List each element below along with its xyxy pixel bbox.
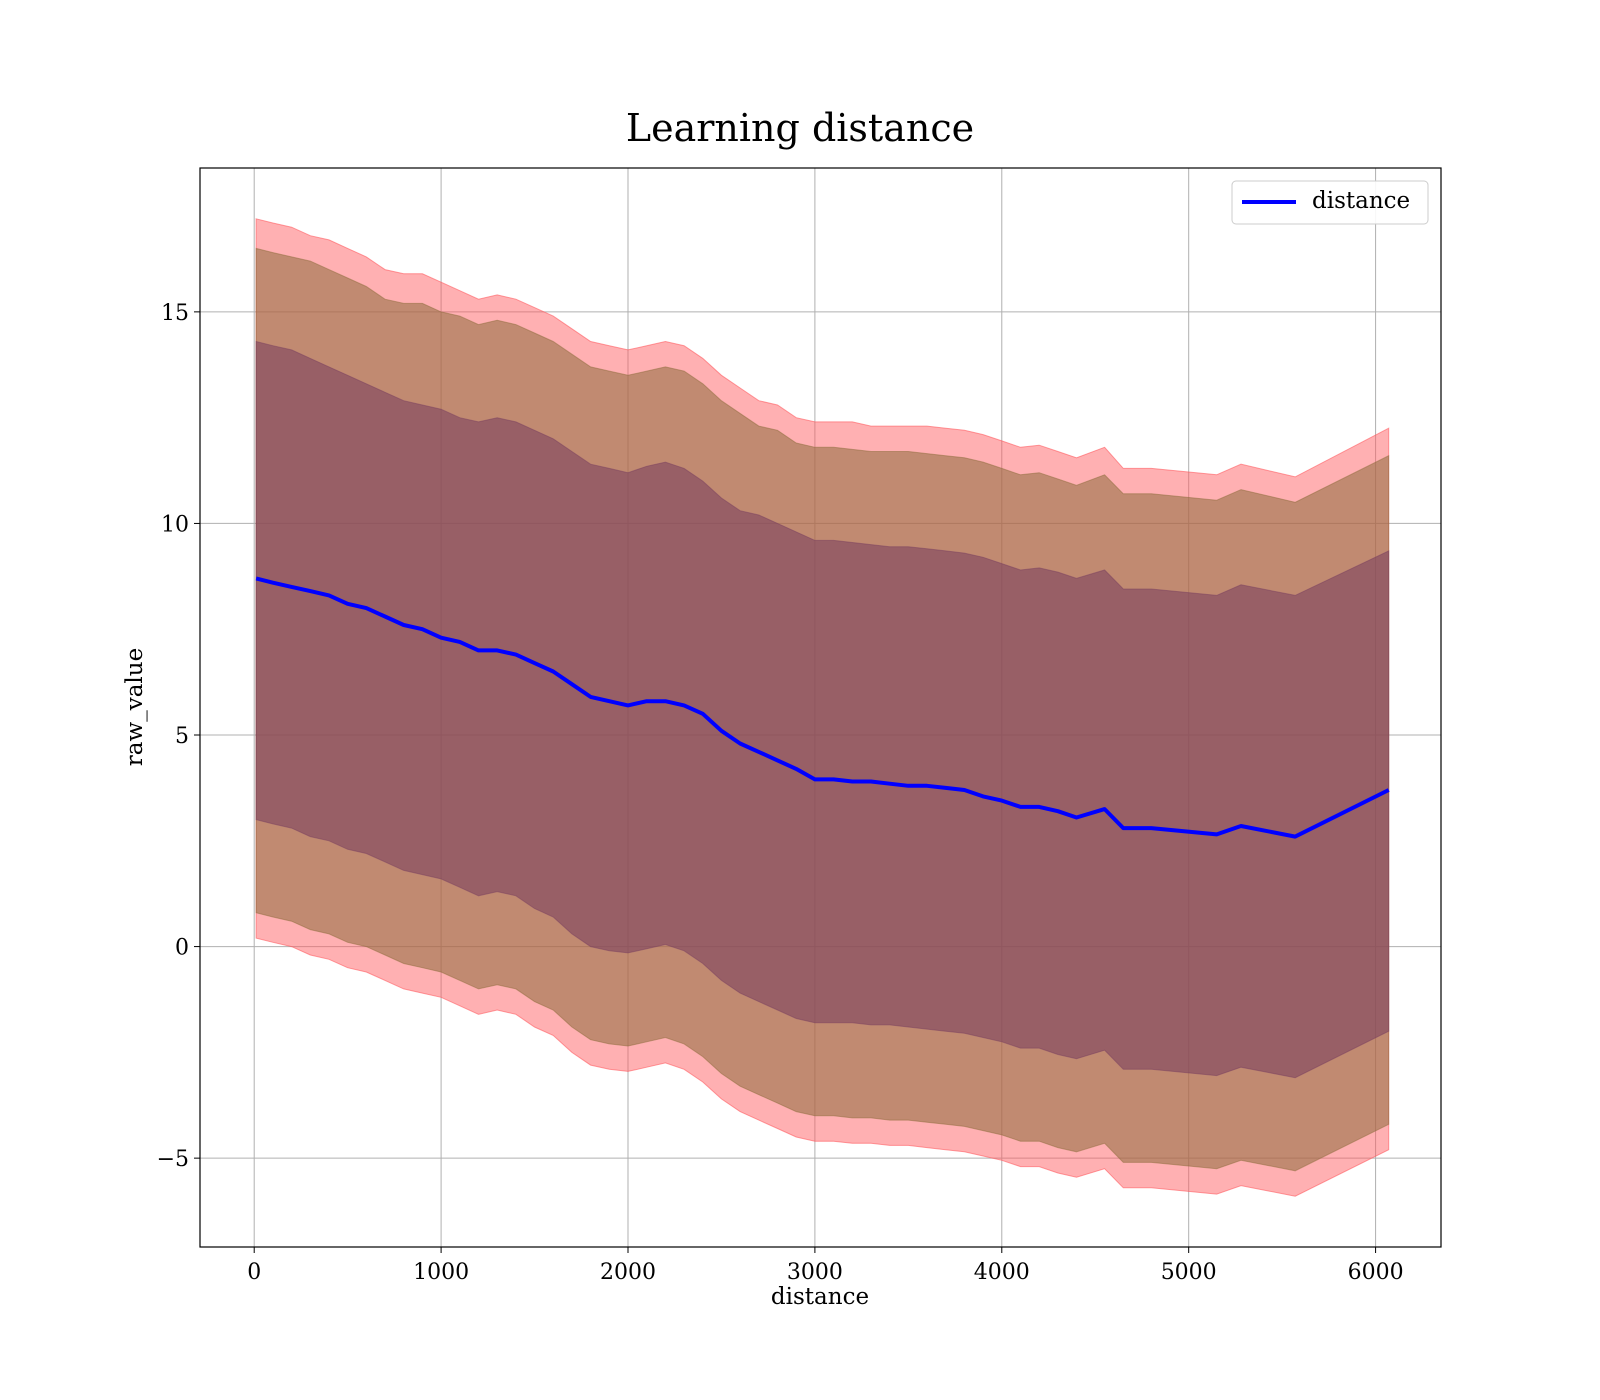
x-tick-label: 4000 [974, 1260, 1030, 1285]
line-series [255, 576, 1390, 839]
x-tick-label: 0 [247, 1260, 261, 1285]
band-inner [255, 340, 1390, 1079]
confidence-bands [255, 218, 1390, 1197]
y-tick-label: 0 [175, 936, 189, 961]
y-tick-label: 5 [175, 724, 189, 749]
x-axis: 0 1000 2000 3000 4000 5000 6000 [247, 1247, 1404, 1285]
legend: distance [1231, 180, 1429, 225]
x-tick-label: 2000 [600, 1260, 656, 1285]
y-axis-label: raw_value [122, 648, 148, 766]
x-tick-label: 5000 [1161, 1260, 1217, 1285]
series-line-distance [255, 576, 1390, 839]
plot-frame [199, 167, 1442, 1248]
x-axis-label: distance [771, 1284, 869, 1310]
legend-label: distance [1312, 188, 1410, 214]
y-tick-label: −5 [157, 1147, 189, 1172]
chart-title: Learning distance [626, 106, 974, 150]
y-axis: −5 0 5 10 15 [157, 301, 200, 1172]
x-tick-label: 1000 [413, 1260, 469, 1285]
x-tick-label: 3000 [787, 1260, 843, 1285]
legend-box [1231, 180, 1429, 225]
y-tick-label: 10 [161, 512, 189, 537]
y-tick-label: 15 [161, 301, 189, 326]
x-tick-label: 6000 [1348, 1260, 1404, 1285]
